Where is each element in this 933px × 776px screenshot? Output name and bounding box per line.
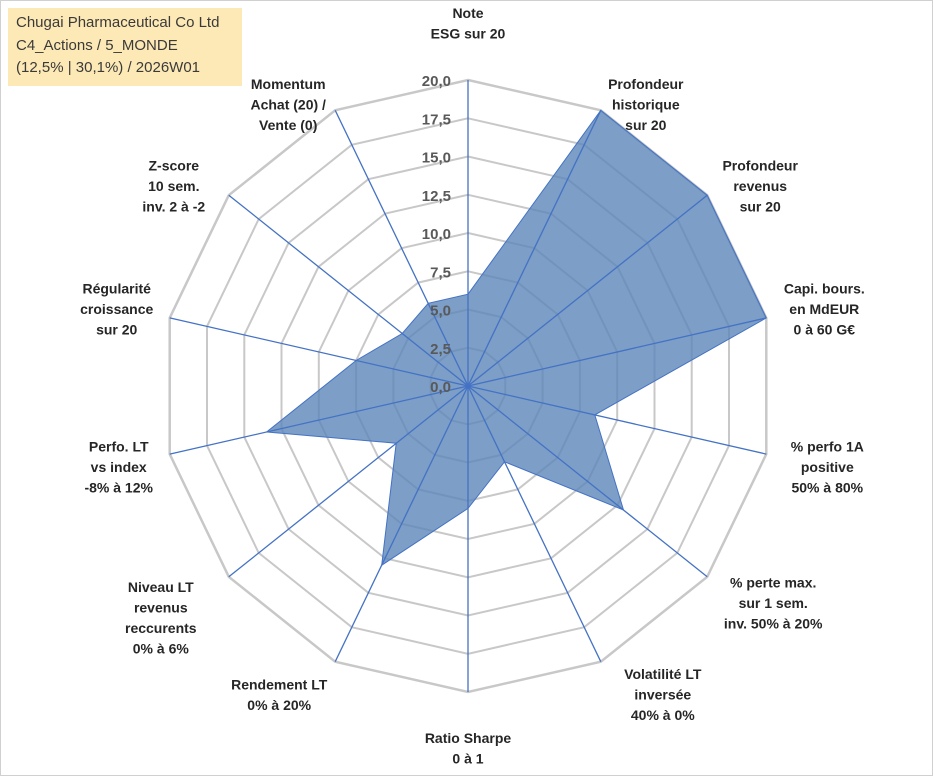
axis-label: 50% à 80% — [791, 480, 863, 496]
tick-label: 17,5 — [422, 111, 451, 128]
axis-label: sur 20 — [96, 321, 137, 337]
tick-label: 12,5 — [422, 188, 451, 205]
axis-label: revenus — [134, 600, 188, 616]
axis-label: Régularité — [82, 280, 151, 296]
axis-spoke — [467, 385, 708, 578]
stats-label: (12,5% | 30,1%) / 2026W01 — [16, 59, 200, 76]
axis-label: Profondeur — [608, 76, 684, 92]
axis-label: reccurents — [125, 620, 197, 636]
axis-label: Volatilité LT — [624, 666, 702, 682]
axis-label: Momentum — [251, 76, 326, 92]
axis-label: Ratio Sharpe — [425, 730, 512, 746]
axis-label: Z-score — [149, 158, 200, 174]
axis-label: Niveau LT — [128, 579, 194, 595]
axis-label: 0 à 1 — [452, 751, 483, 767]
axis-label: en MdEUR — [789, 301, 859, 317]
axis-label: Rendement LT — [231, 676, 328, 692]
tick-label: 15,0 — [422, 150, 451, 167]
series-layer — [265, 109, 767, 567]
tick-label: 10,0 — [422, 226, 451, 243]
axis-label: historique — [612, 96, 680, 112]
axis-label: positive — [801, 459, 854, 475]
spoke-layer — [169, 80, 767, 692]
axis-spoke — [169, 317, 469, 387]
tick-layer: 0,0 2,5 5,0 7,5 10,0 12,5 15,0 17,5 20,0 — [422, 73, 451, 396]
axis-label: sur 20 — [740, 199, 781, 215]
axis-label: ESG sur 20 — [431, 26, 506, 42]
category-label: C4_Actions / 5_MONDE — [16, 36, 178, 54]
axis-spoke — [334, 385, 469, 662]
axis-label: croissance — [80, 301, 153, 317]
axis-label-layer: Note ESG sur 20 Profondeur historique sur 20… — [80, 5, 865, 767]
axis-label: inversée — [634, 687, 691, 703]
axis-label: sur 1 sem. — [739, 595, 808, 611]
axis-spoke — [467, 317, 767, 387]
axis-spoke — [467, 194, 708, 387]
axis-label: vs index — [91, 459, 147, 475]
axis-label: Profondeur — [722, 158, 798, 174]
axis-label: inv. 50% à 20% — [724, 615, 823, 631]
axis-label: Achat (20) / — [250, 96, 326, 112]
axis-label: Capi. bours. — [784, 280, 865, 296]
tick-label: 2,5 — [430, 341, 451, 358]
axis-spoke — [467, 110, 602, 387]
axis-label: 0 à 60 G€ — [794, 321, 856, 337]
axis-label: inv. 2 à -2 — [142, 199, 205, 215]
tick-label: 7,5 — [430, 264, 451, 281]
axis-spoke — [334, 110, 469, 387]
info-box: Chugai Pharmaceutical Co Ltd C4_Actions … — [8, 8, 242, 86]
axis-label: 0% à 6% — [133, 641, 190, 657]
axis-label: Vente (0) — [259, 117, 317, 133]
company-name: Chugai Pharmaceutical Co Ltd — [16, 14, 220, 31]
axis-spoke — [467, 385, 602, 662]
axis-spoke — [467, 385, 767, 455]
axis-label: Perfo. LT — [89, 439, 149, 455]
axis-label: -8% à 12% — [84, 480, 153, 496]
axis-label: revenus — [733, 178, 787, 194]
tick-label: 20,0 — [422, 73, 451, 90]
series-area — [265, 109, 767, 567]
axis-label: 10 sem. — [148, 178, 199, 194]
axis-label: % perte max. — [730, 574, 816, 590]
tick-label: 0,0 — [430, 379, 451, 396]
axis-label: Note — [452, 5, 483, 21]
axis-label: % perfo 1A — [791, 439, 864, 455]
axis-spoke — [228, 194, 469, 387]
axis-label: 0% à 20% — [247, 697, 311, 713]
axis-label: sur 20 — [625, 117, 666, 133]
axis-spoke — [169, 385, 469, 455]
axis-spoke — [228, 385, 469, 578]
tick-label: 5,0 — [430, 303, 451, 320]
axis-label: 40% à 0% — [631, 707, 695, 723]
